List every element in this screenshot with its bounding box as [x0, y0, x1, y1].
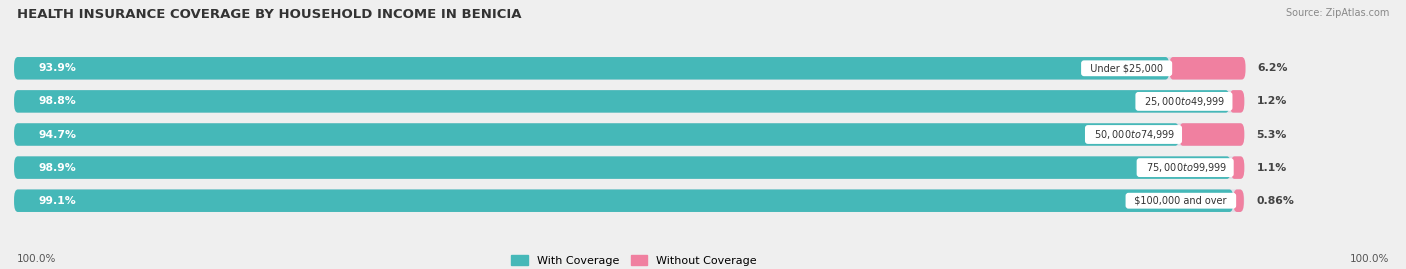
Text: 99.1%: 99.1% — [39, 196, 76, 206]
Text: 1.1%: 1.1% — [1257, 162, 1286, 173]
FancyBboxPatch shape — [1170, 57, 1246, 80]
Text: 100.0%: 100.0% — [1350, 254, 1389, 264]
Text: $75,000 to $99,999: $75,000 to $99,999 — [1139, 161, 1230, 174]
FancyBboxPatch shape — [14, 123, 1180, 146]
Text: $25,000 to $49,999: $25,000 to $49,999 — [1139, 95, 1229, 108]
Text: 6.2%: 6.2% — [1258, 63, 1288, 73]
FancyBboxPatch shape — [14, 57, 1170, 80]
FancyBboxPatch shape — [14, 156, 1230, 179]
FancyBboxPatch shape — [14, 189, 1233, 212]
FancyBboxPatch shape — [1233, 189, 1244, 212]
FancyBboxPatch shape — [1229, 90, 1244, 113]
FancyBboxPatch shape — [14, 57, 1244, 80]
Text: $50,000 to $74,999: $50,000 to $74,999 — [1088, 128, 1180, 141]
Text: 98.9%: 98.9% — [39, 162, 76, 173]
FancyBboxPatch shape — [14, 123, 1244, 146]
Legend: With Coverage, Without Coverage: With Coverage, Without Coverage — [508, 250, 761, 269]
Text: $100,000 and over: $100,000 and over — [1129, 196, 1233, 206]
Text: HEALTH INSURANCE COVERAGE BY HOUSEHOLD INCOME IN BENICIA: HEALTH INSURANCE COVERAGE BY HOUSEHOLD I… — [17, 8, 522, 21]
Text: 1.2%: 1.2% — [1257, 96, 1286, 107]
Text: 98.8%: 98.8% — [39, 96, 76, 107]
FancyBboxPatch shape — [1230, 156, 1244, 179]
FancyBboxPatch shape — [14, 90, 1244, 113]
Text: 5.3%: 5.3% — [1257, 129, 1286, 140]
Text: 100.0%: 100.0% — [17, 254, 56, 264]
Text: 93.9%: 93.9% — [39, 63, 76, 73]
Text: 0.86%: 0.86% — [1256, 196, 1294, 206]
Text: 94.7%: 94.7% — [39, 129, 77, 140]
FancyBboxPatch shape — [1180, 123, 1244, 146]
FancyBboxPatch shape — [14, 156, 1244, 179]
Text: Under $25,000: Under $25,000 — [1084, 63, 1170, 73]
FancyBboxPatch shape — [14, 90, 1229, 113]
FancyBboxPatch shape — [14, 189, 1244, 212]
Text: Source: ZipAtlas.com: Source: ZipAtlas.com — [1285, 8, 1389, 18]
